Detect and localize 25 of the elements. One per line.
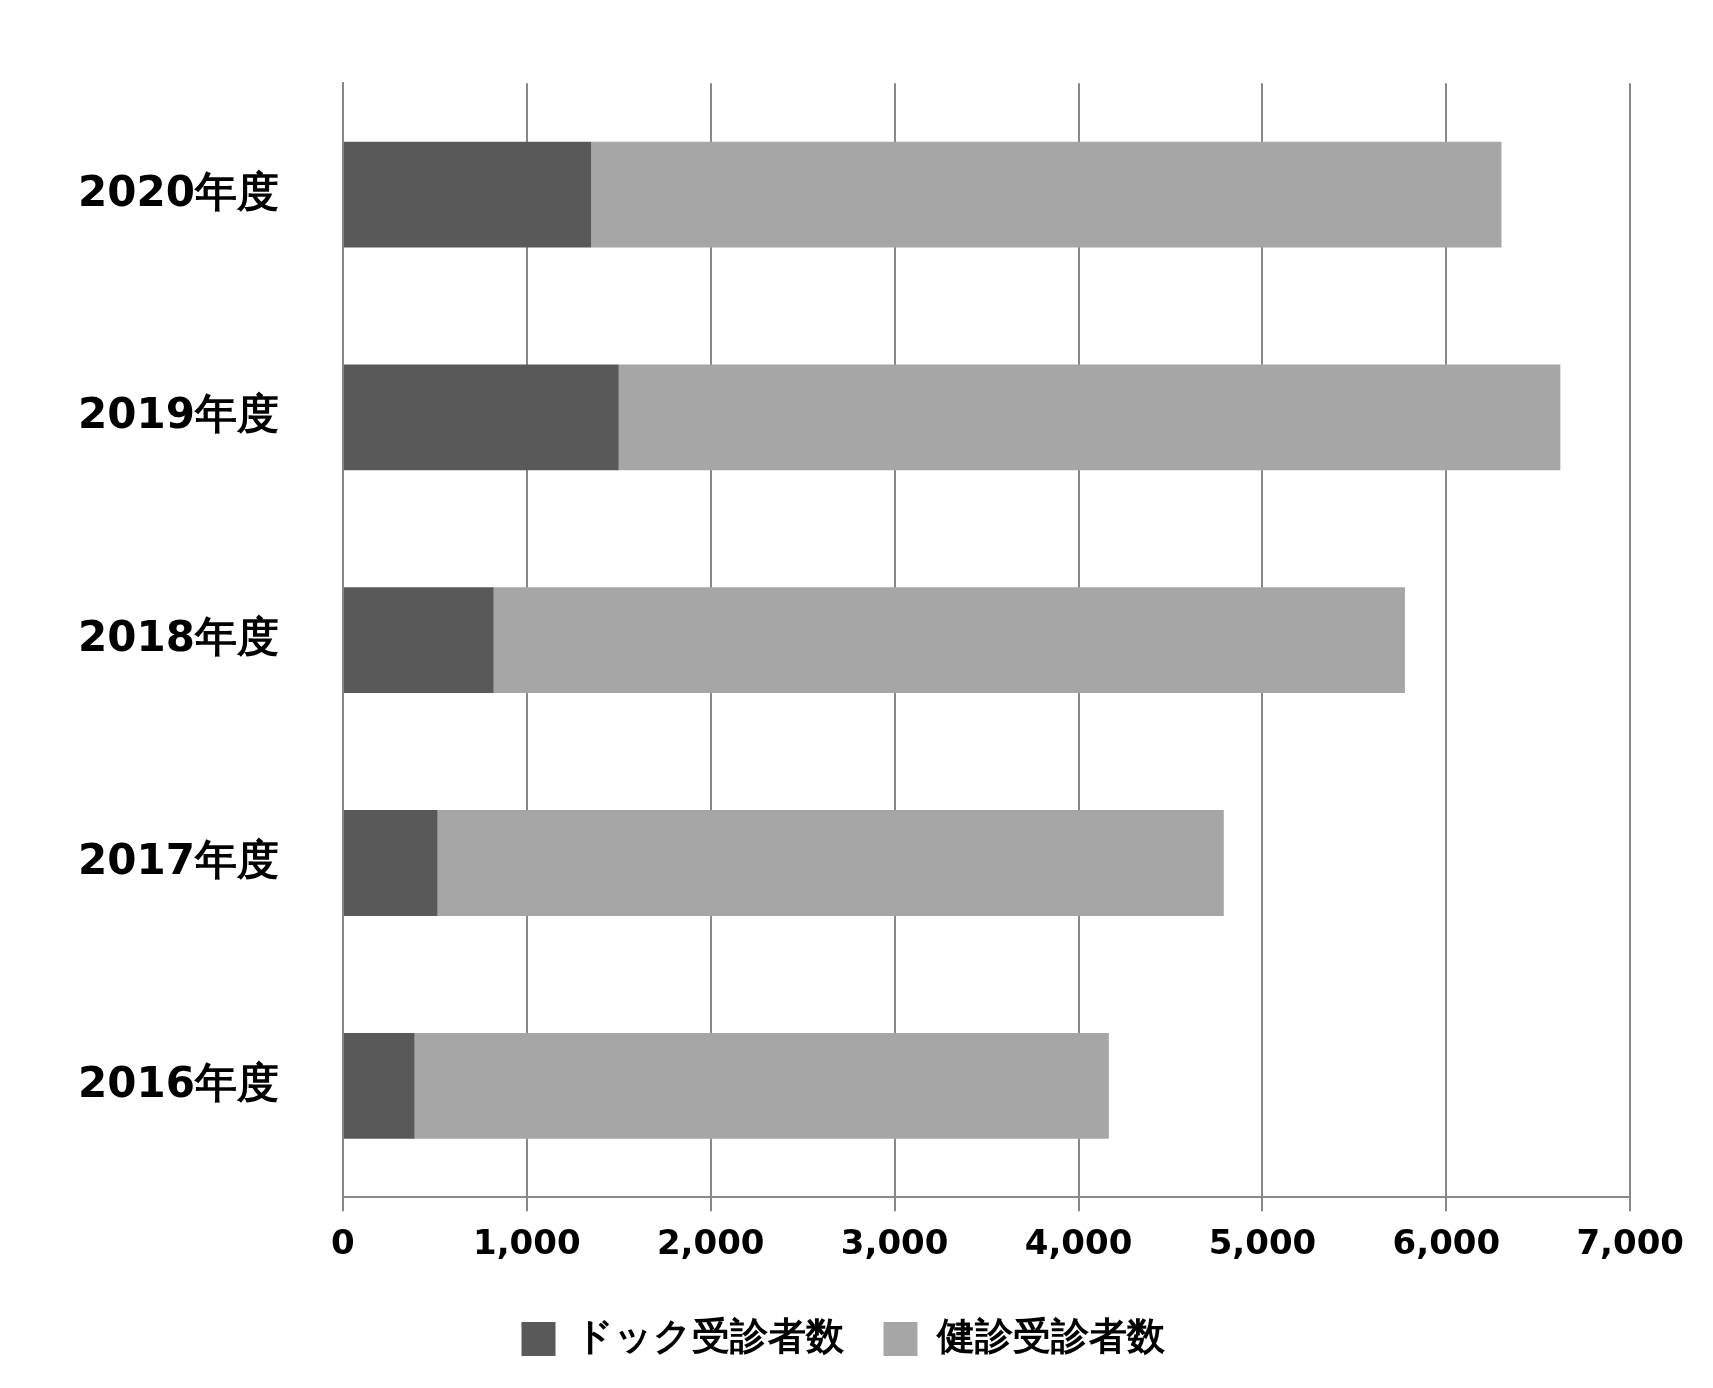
- x-tick-label: 1,000: [473, 1222, 581, 1263]
- y-tick-label: 2016年度: [77, 1057, 279, 1107]
- y-tick-label: 2019年度: [77, 389, 279, 439]
- bar: [493, 587, 1405, 694]
- x-tick-label: 0: [331, 1222, 355, 1263]
- bar: [591, 141, 1502, 248]
- x-tick-label: 6,000: [1392, 1222, 1501, 1263]
- bar: [343, 141, 592, 248]
- x-tick-label: 3,000: [840, 1222, 949, 1263]
- bar: [343, 364, 619, 471]
- y-tick-label: 2020年度: [77, 166, 279, 216]
- x-tick-label: 2,000: [656, 1222, 765, 1263]
- bar: [343, 587, 494, 694]
- bar: [414, 1032, 1109, 1139]
- bar: [343, 810, 438, 916]
- bar: [437, 810, 1224, 916]
- bar: [343, 1032, 415, 1139]
- y-tick-label: 2018年度: [77, 612, 279, 662]
- legend-label: 健診受診者数: [935, 1313, 1166, 1358]
- x-tick-label: 4,000: [1024, 1222, 1133, 1263]
- x-tick-label: 5,000: [1208, 1222, 1317, 1263]
- x-tick-label: 7,000: [1576, 1222, 1684, 1263]
- bar: [618, 364, 1561, 471]
- y-tick-label: 2017年度: [77, 834, 279, 884]
- legend-label: ドック受診者数: [574, 1313, 845, 1358]
